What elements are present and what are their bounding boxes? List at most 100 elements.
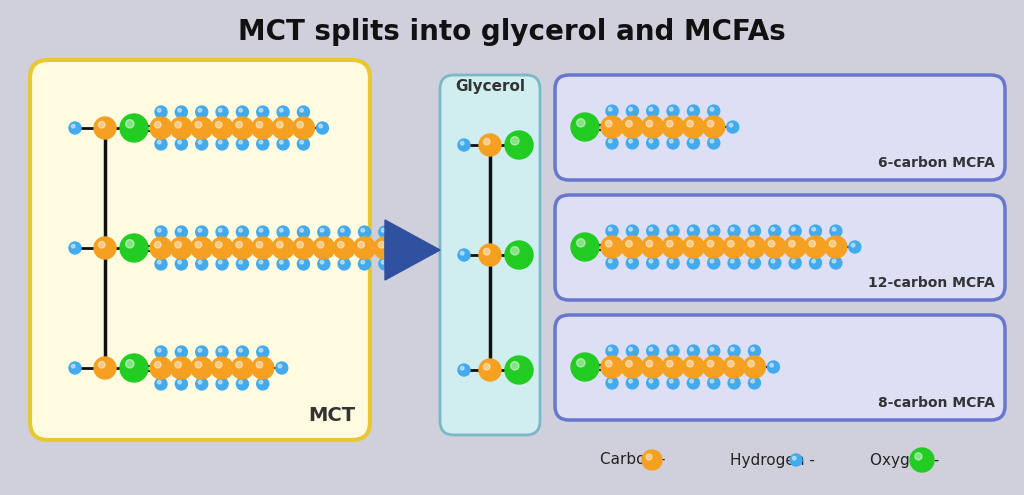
Circle shape [663,356,684,378]
Circle shape [812,259,815,263]
Circle shape [158,348,161,352]
Circle shape [360,260,365,264]
Circle shape [155,361,161,368]
Circle shape [278,258,289,270]
Circle shape [729,123,733,127]
Circle shape [769,225,780,237]
Circle shape [829,257,842,269]
Circle shape [748,360,755,367]
Circle shape [257,378,268,390]
Circle shape [606,377,618,389]
Circle shape [682,236,705,258]
Circle shape [914,453,922,460]
Circle shape [398,242,410,254]
Circle shape [175,138,187,150]
Circle shape [629,259,633,263]
Circle shape [256,361,263,368]
Circle shape [690,140,693,143]
Circle shape [577,239,585,247]
Circle shape [170,237,193,259]
Circle shape [849,241,861,253]
Circle shape [293,117,314,139]
Circle shape [702,116,725,138]
Circle shape [771,259,775,263]
Circle shape [272,237,294,259]
Circle shape [667,345,679,357]
Circle shape [190,117,213,139]
Circle shape [280,229,283,232]
Circle shape [216,106,228,118]
Circle shape [727,241,734,247]
Circle shape [626,360,633,367]
Circle shape [72,124,75,128]
Circle shape [606,137,618,149]
Circle shape [198,229,202,232]
Circle shape [94,117,116,139]
Circle shape [461,142,464,145]
Circle shape [300,260,303,264]
Text: Hydrogen -: Hydrogen - [730,452,815,467]
Circle shape [198,348,202,352]
Polygon shape [385,220,440,280]
Text: Carbon -: Carbon - [600,452,666,467]
Circle shape [647,137,658,149]
Circle shape [649,347,652,351]
Circle shape [257,106,268,118]
FancyBboxPatch shape [440,75,540,435]
Circle shape [626,241,633,247]
Circle shape [379,226,391,238]
Circle shape [505,356,534,384]
Circle shape [239,229,243,232]
Circle shape [126,120,134,128]
Circle shape [571,113,599,141]
Circle shape [792,259,796,263]
Circle shape [257,346,268,358]
Circle shape [259,260,263,264]
Circle shape [155,226,167,238]
Circle shape [910,448,934,472]
Circle shape [69,362,81,374]
Circle shape [670,140,673,143]
Circle shape [767,361,779,373]
Circle shape [479,359,501,381]
Circle shape [629,347,633,351]
Circle shape [511,362,519,370]
Circle shape [646,241,652,247]
FancyBboxPatch shape [555,195,1005,300]
Circle shape [300,141,303,144]
Circle shape [606,105,618,117]
Circle shape [708,257,720,269]
Circle shape [98,361,105,368]
Circle shape [606,257,618,269]
Circle shape [312,237,335,259]
Circle shape [175,346,187,358]
Circle shape [458,249,470,261]
Circle shape [170,357,193,379]
Circle shape [378,242,385,248]
Circle shape [663,116,684,138]
Circle shape [727,121,738,133]
Circle shape [178,108,181,112]
Circle shape [257,258,268,270]
Circle shape [730,227,734,231]
Circle shape [649,140,652,143]
Circle shape [175,258,187,270]
Circle shape [297,226,309,238]
Circle shape [642,356,664,378]
Circle shape [280,260,283,264]
Circle shape [667,241,673,247]
Circle shape [670,227,673,231]
Circle shape [649,107,652,111]
Circle shape [708,377,720,389]
Circle shape [702,236,725,258]
Circle shape [252,117,273,139]
Circle shape [723,236,745,258]
Text: 8-carbon MCFA: 8-carbon MCFA [878,396,995,410]
Circle shape [608,107,612,111]
Circle shape [280,108,283,112]
Circle shape [72,364,75,368]
Circle shape [196,378,208,390]
Circle shape [155,378,167,390]
Circle shape [190,357,213,379]
Circle shape [297,121,303,128]
